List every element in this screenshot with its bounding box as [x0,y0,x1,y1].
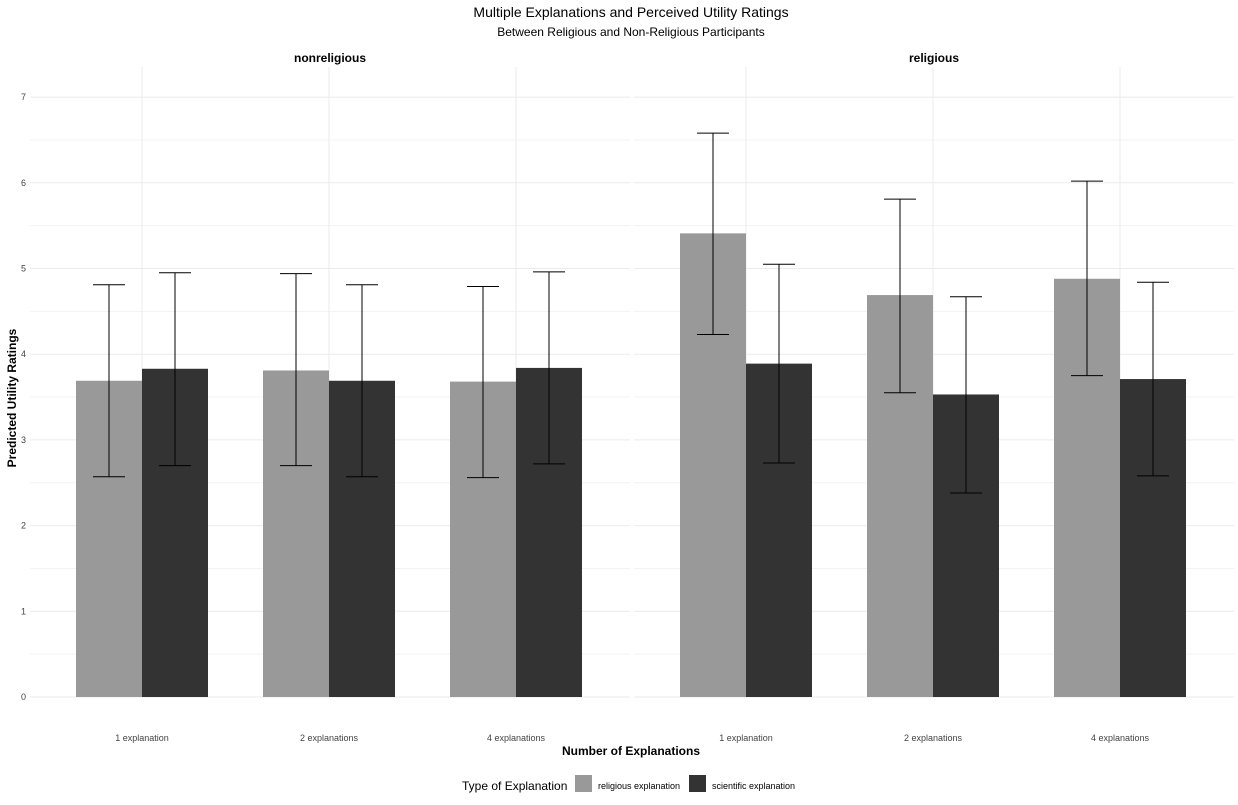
y-tick-label: 6 [21,178,26,188]
chart-subtitle: Between Religious and Non-Religious Part… [497,25,764,39]
x-tick-label: 1 explanation [115,733,169,743]
legend-swatch-religious [575,775,592,792]
x-tick-label: 2 explanations [904,733,963,743]
y-tick-label: 1 [21,606,26,616]
legend-label-religious: religious explanation [598,781,680,791]
x-tick-label: 1 explanation [719,733,773,743]
chart-title: Multiple Explanations and Perceived Util… [473,4,788,20]
y-tick-label: 4 [21,349,26,359]
y-tick-label: 5 [21,264,26,274]
panel-strip-label: religious [909,51,959,65]
y-tick-label: 0 [21,692,26,702]
y-tick-label: 2 [21,521,26,531]
x-tick-label: 4 explanations [487,733,546,743]
panel-strip-label: nonreligious [294,51,366,65]
legend: Type of Explanation religious explanatio… [462,775,795,793]
x-tick-label: 4 explanations [1091,733,1150,743]
y-axis-label: Predicted Utility Ratings [5,328,19,467]
legend-swatch-scientific [689,775,706,792]
legend-title: Type of Explanation [462,779,567,793]
y-tick-label: 3 [21,435,26,445]
y-tick-label: 7 [21,92,26,102]
x-axis-label: Number of Explanations [562,744,700,758]
x-tick-label: 2 explanations [300,733,359,743]
legend-label-scientific: scientific explanation [712,781,795,791]
